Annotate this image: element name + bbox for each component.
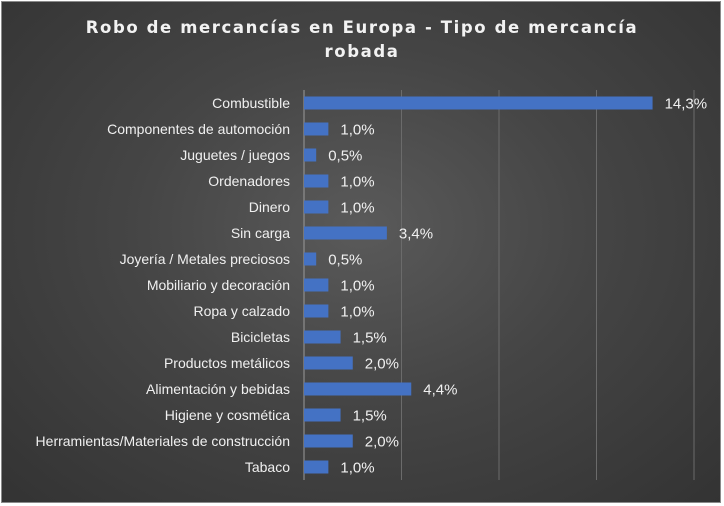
bar <box>304 460 329 474</box>
data-label: 1,0% <box>340 174 374 191</box>
data-label: 1,5% <box>353 330 387 347</box>
data-label: 3,4% <box>399 226 433 243</box>
chart-title-line-1: Robo de mercancías en Europa - Tipo de m… <box>85 18 639 37</box>
bar <box>304 304 329 318</box>
data-label: 1,0% <box>340 122 374 139</box>
category-label: Herramientas/Materiales de construcción <box>36 433 290 449</box>
category-label: Bicicletas <box>231 329 290 345</box>
bar <box>304 382 412 396</box>
category-label: Mobiliario y decoración <box>147 277 290 293</box>
data-label: 2,0% <box>365 434 399 451</box>
bar <box>304 226 387 240</box>
bar <box>304 122 329 136</box>
category-label: Componentes de automoción <box>107 121 290 137</box>
data-label: 2,0% <box>365 356 399 373</box>
category-label: Combustible <box>212 95 290 111</box>
data-label: 1,0% <box>340 460 374 477</box>
bar <box>304 408 341 422</box>
bar <box>304 174 329 188</box>
data-label: 0,5% <box>328 148 362 165</box>
category-label: Joyería / Metales preciosos <box>120 251 290 267</box>
data-label: 1,0% <box>340 278 374 295</box>
data-label: 4,4% <box>423 382 457 399</box>
bar <box>304 330 341 344</box>
data-label: 1,0% <box>340 200 374 217</box>
data-label: 14,3% <box>665 96 708 113</box>
category-label: Alimentación y bebidas <box>146 381 290 397</box>
category-label: Productos metálicos <box>164 355 290 371</box>
category-label: Sin carga <box>231 225 290 241</box>
category-label: Tabaco <box>245 459 290 475</box>
bar <box>304 356 353 370</box>
category-label: Ropa y calzado <box>193 303 290 319</box>
bar <box>304 200 329 214</box>
category-label: Higiene y cosmética <box>165 407 290 423</box>
bar <box>304 278 329 292</box>
category-label: Juguetes / juegos <box>180 147 290 163</box>
category-label: Ordenadores <box>208 173 290 189</box>
data-label: 0,5% <box>328 252 362 269</box>
bar <box>304 96 653 110</box>
bar <box>304 148 317 162</box>
category-label: Dinero <box>249 199 290 215</box>
bar <box>304 434 353 448</box>
bar <box>304 252 317 266</box>
chart-title-line-2: robada <box>324 42 400 61</box>
data-label: 1,0% <box>340 304 374 321</box>
data-label: 1,5% <box>353 408 387 425</box>
chart-title: Robo de mercancías en Europa - Tipo de m… <box>2 16 722 64</box>
